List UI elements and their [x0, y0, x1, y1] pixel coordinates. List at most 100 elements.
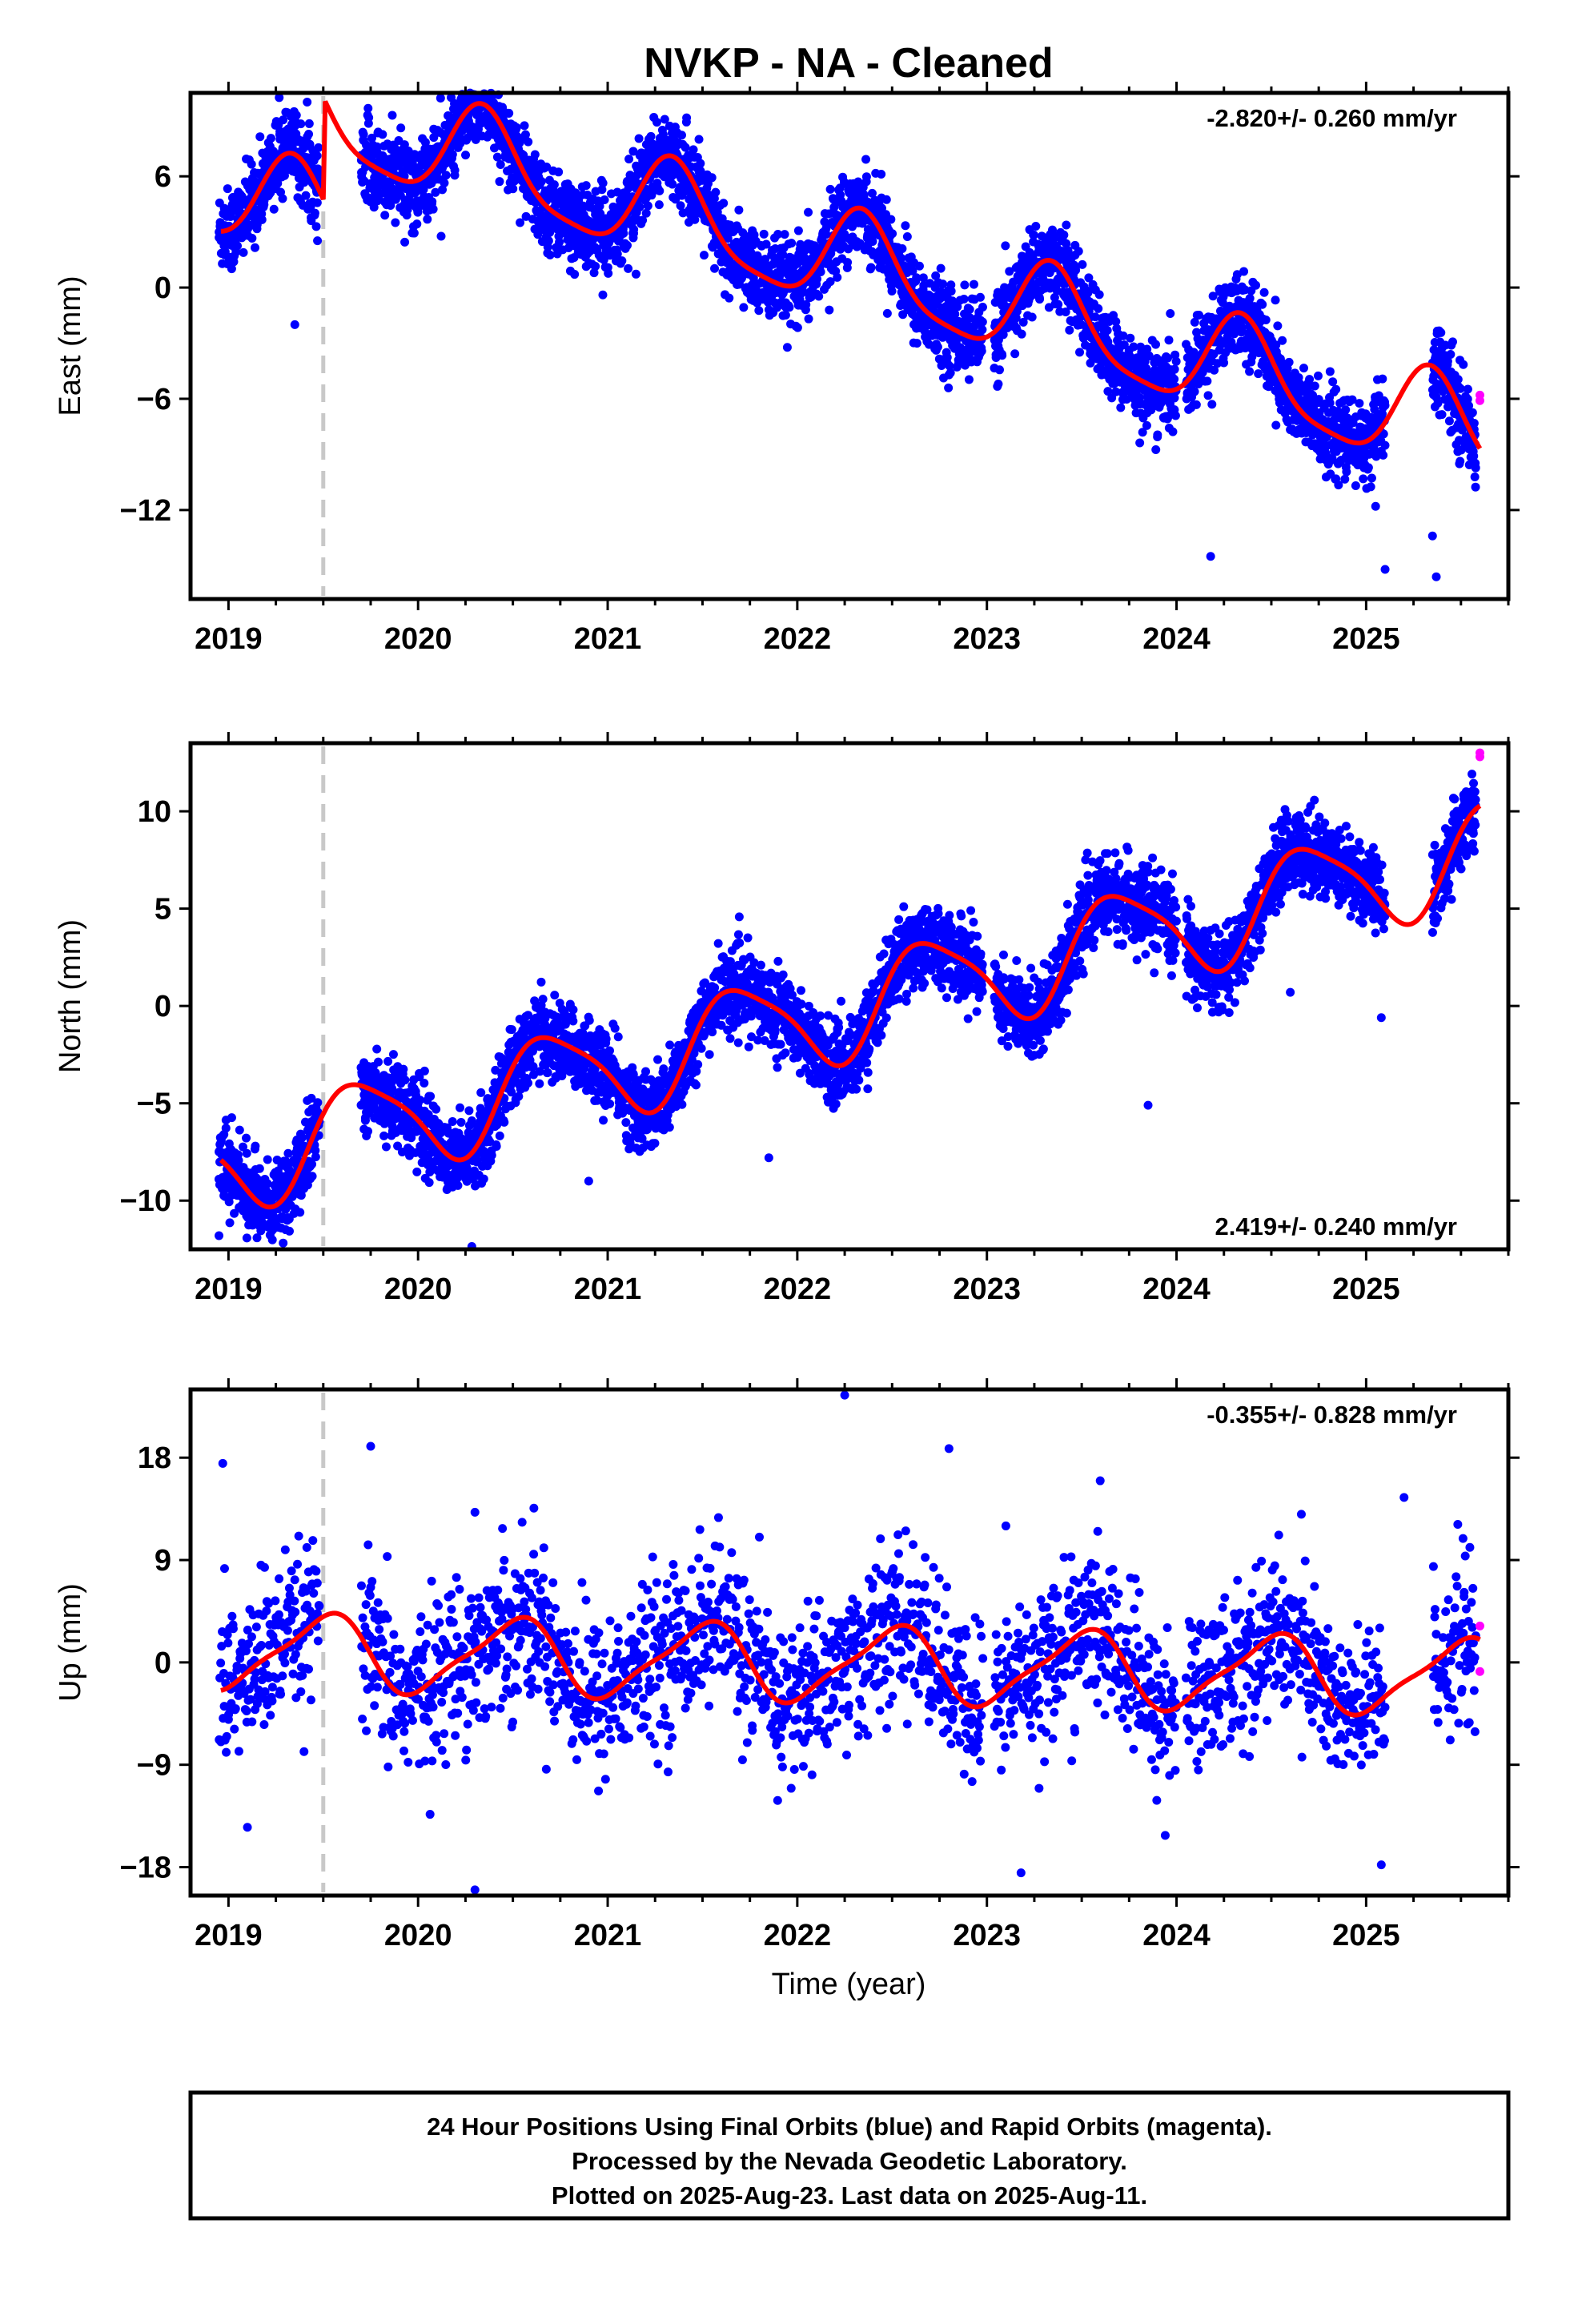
- data-point: [524, 137, 533, 147]
- data-point: [759, 229, 769, 239]
- data-point: [825, 184, 835, 194]
- data-point: [520, 121, 529, 131]
- data-point: [1444, 416, 1454, 426]
- data-point: [1436, 328, 1446, 337]
- data-point: [495, 177, 504, 187]
- velocity-annotation: -2.820+/- 0.260 mm/yr: [1207, 104, 1457, 132]
- x-tick-label: 2021: [574, 622, 642, 656]
- data-point: [707, 173, 717, 183]
- data-point: [833, 272, 842, 282]
- data-point: [239, 247, 248, 257]
- data-point: [259, 199, 269, 209]
- data-point: [814, 292, 824, 301]
- data-point: [978, 303, 987, 312]
- data-point: [624, 263, 633, 273]
- data-point: [310, 208, 319, 218]
- data-point: [681, 143, 690, 152]
- data-point: [668, 179, 677, 189]
- data-point: [816, 267, 825, 277]
- data-point: [1367, 473, 1376, 483]
- data-point: [233, 241, 243, 251]
- rapid-data-point: [1475, 396, 1484, 405]
- data-point: [363, 1127, 373, 1136]
- data-point: [1259, 287, 1269, 297]
- data-point: [542, 162, 552, 171]
- data-point: [312, 151, 322, 160]
- data-point: [825, 305, 834, 315]
- data-point: [897, 243, 907, 253]
- data-point: [612, 249, 622, 259]
- data-point: [1313, 371, 1323, 380]
- data-point: [1471, 482, 1480, 492]
- data-point: [1164, 336, 1174, 345]
- data-point: [965, 304, 974, 314]
- data-point: [998, 351, 1007, 360]
- data-point: [508, 184, 518, 194]
- data-point: [304, 130, 314, 139]
- data-point: [359, 130, 368, 139]
- data-point: [1142, 420, 1151, 430]
- data-point: [313, 1098, 323, 1108]
- data-point: [677, 131, 686, 140]
- y-axis-label: East (mm): [54, 275, 87, 416]
- data-point: [512, 123, 521, 132]
- data-point: [438, 185, 448, 195]
- data-point: [902, 231, 912, 241]
- data-point: [994, 379, 1003, 388]
- data-point: [1341, 405, 1351, 415]
- data-point: [629, 225, 639, 235]
- data-point: [960, 280, 970, 290]
- data-point: [1380, 400, 1390, 410]
- data-point: [1206, 552, 1215, 561]
- data-point: [381, 1142, 391, 1152]
- data-point: [275, 93, 284, 103]
- data-point: [1456, 456, 1465, 466]
- data-point: [273, 179, 283, 188]
- data-point: [969, 279, 978, 289]
- data-point: [545, 250, 555, 259]
- data-point: [1170, 411, 1180, 420]
- data-point: [877, 170, 886, 179]
- data-point: [1102, 325, 1112, 335]
- data-point: [598, 179, 608, 188]
- data-point: [1471, 463, 1480, 472]
- data-point: [279, 1238, 288, 1248]
- data-point: [1325, 367, 1335, 376]
- data-point: [1207, 400, 1217, 409]
- data-point: [617, 256, 627, 266]
- data-point: [492, 152, 502, 162]
- data-point: [624, 155, 634, 164]
- data-point: [1284, 357, 1294, 367]
- data-point: [1010, 349, 1020, 359]
- data-point: [1190, 387, 1199, 396]
- data-point: [1245, 294, 1255, 304]
- data-point: [313, 236, 323, 246]
- data-point: [1310, 381, 1319, 391]
- data-point: [694, 135, 704, 144]
- y-tick-label: −12: [120, 494, 171, 528]
- data-point: [1126, 333, 1135, 343]
- y-tick-label: 0: [155, 271, 171, 305]
- data-point: [619, 228, 628, 238]
- data-point: [549, 187, 559, 196]
- data-point: [978, 325, 987, 335]
- data-point: [450, 171, 460, 180]
- data-point: [1027, 312, 1037, 322]
- data-point: [881, 195, 891, 204]
- data-point: [1470, 472, 1480, 482]
- x-tick-label: 2019: [195, 622, 263, 656]
- data-point: [690, 215, 700, 224]
- data-point: [1379, 450, 1388, 460]
- data-point: [247, 233, 257, 243]
- data-point: [1427, 531, 1437, 541]
- data-point: [1239, 267, 1249, 276]
- data-point: [944, 383, 954, 392]
- data-point: [251, 1141, 260, 1151]
- data-point: [598, 290, 608, 300]
- data-point: [412, 219, 422, 229]
- data-point: [725, 293, 734, 303]
- data-point: [660, 115, 669, 124]
- y-tick-label: −6: [137, 383, 171, 416]
- data-point: [936, 263, 946, 273]
- data-point: [247, 159, 256, 169]
